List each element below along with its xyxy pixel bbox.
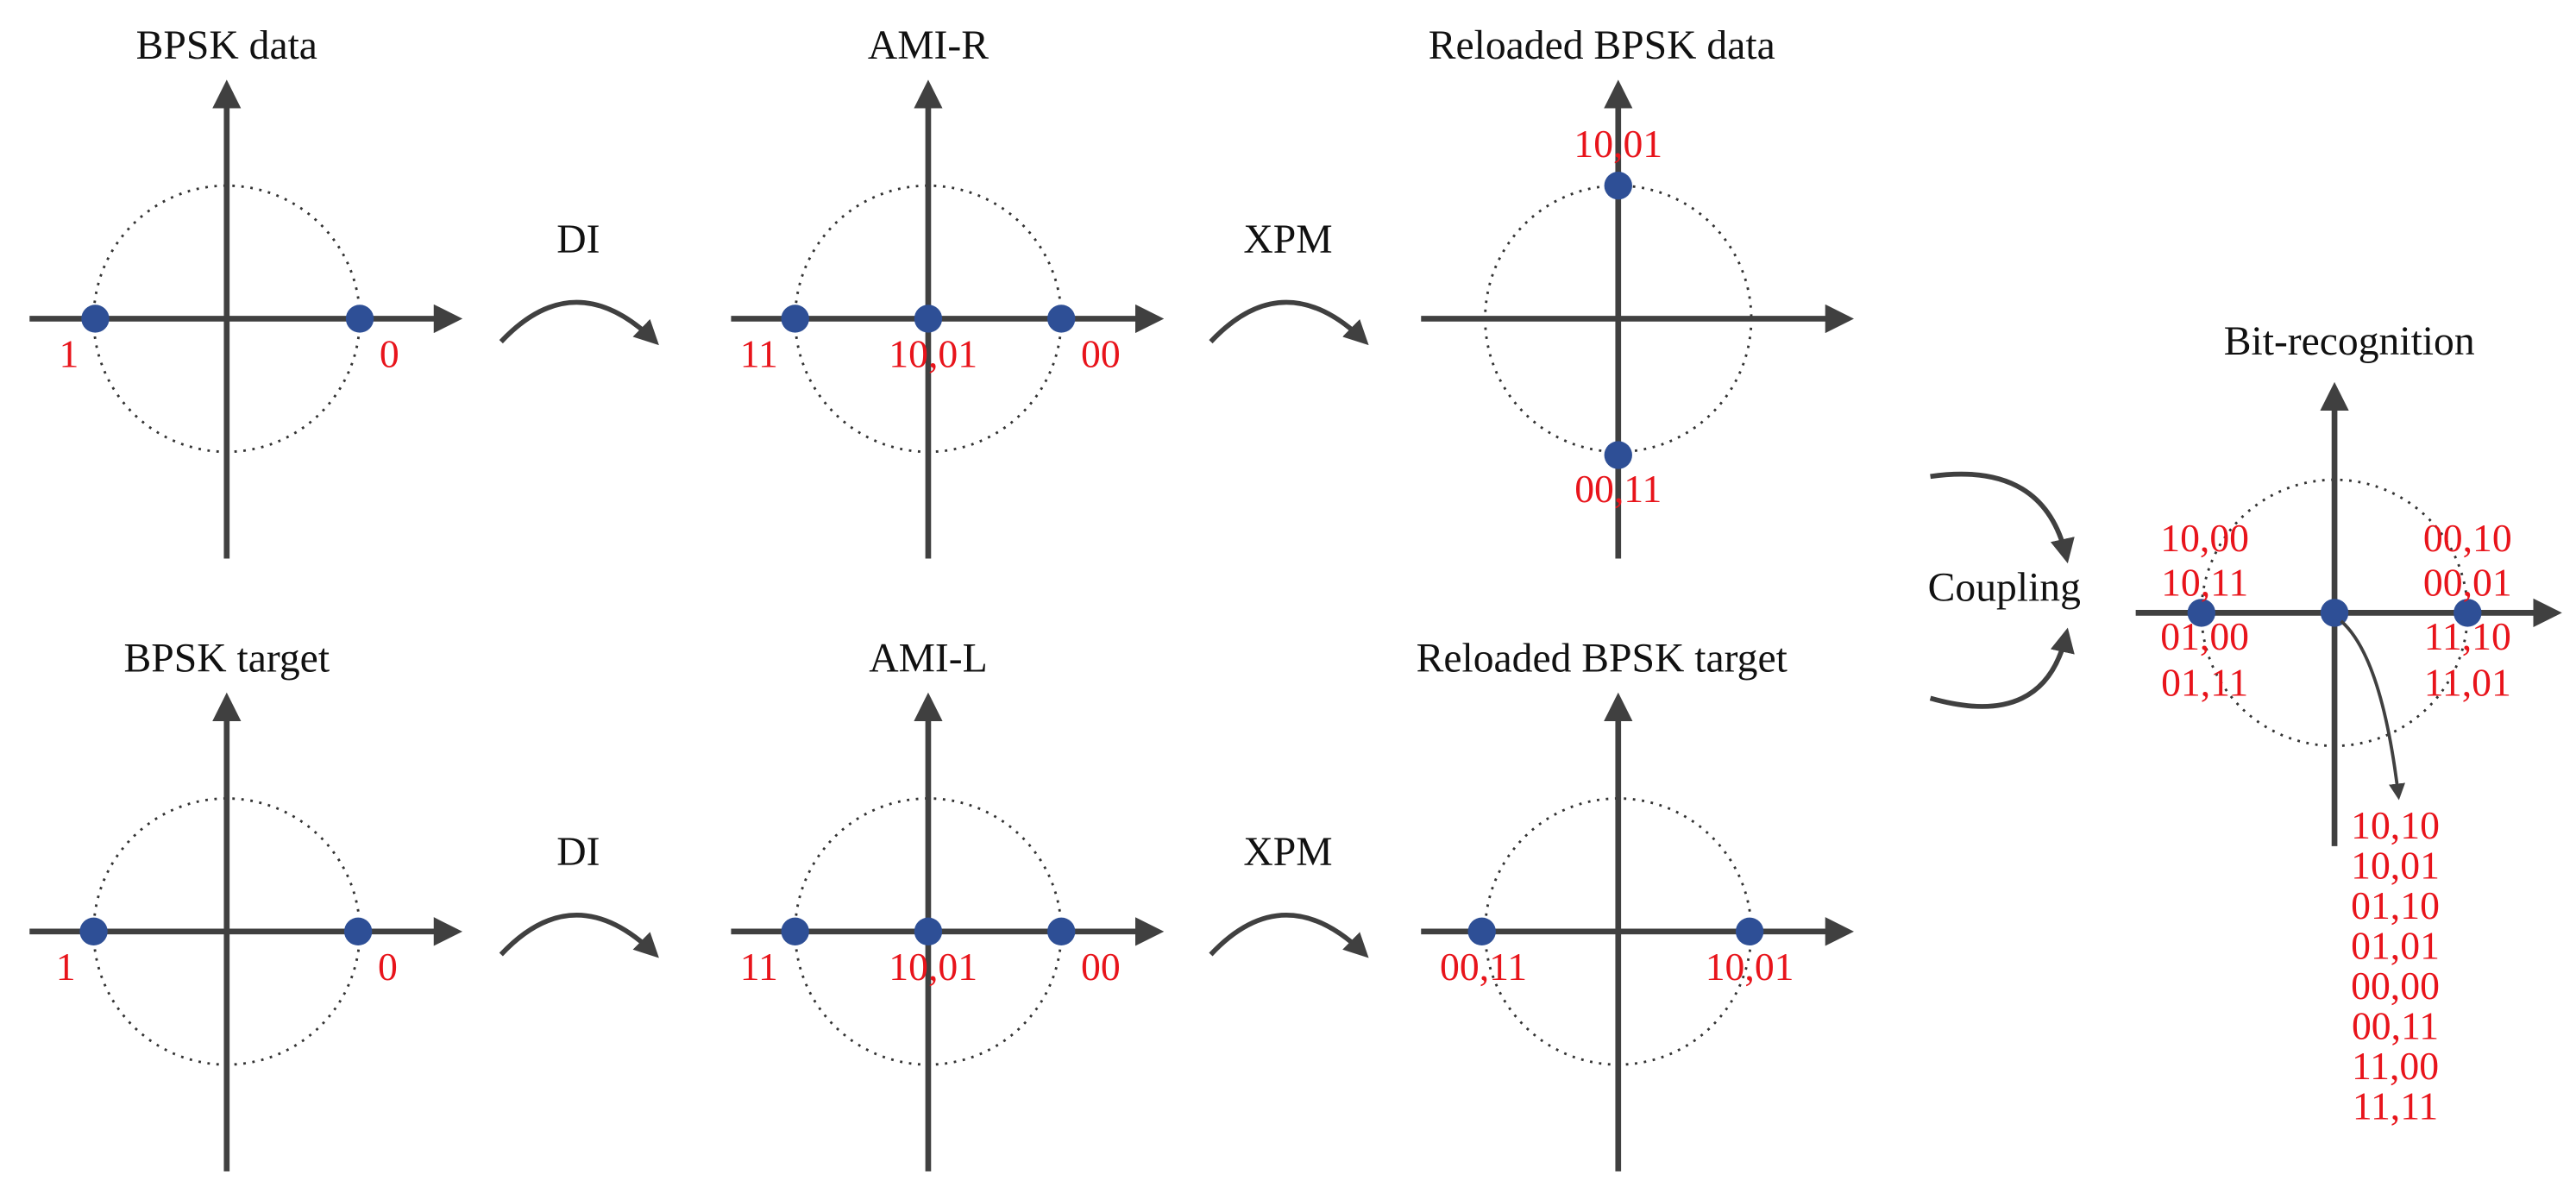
constellation-point [1047,305,1076,333]
curved-arrow [1209,912,1369,958]
curved-arrow [1209,299,1369,346]
point-label: 0 [378,945,398,989]
pointer-arrow [2340,619,2406,801]
constellation-point [914,305,943,333]
panel-title: AMI-L [869,636,988,681]
constellation-point [914,917,943,946]
constellation-point [1047,917,1076,946]
point-label: 01,00 [2160,614,2249,658]
point-label: 00,01 [2423,560,2512,604]
point-label: 01,01 [2351,924,2440,968]
point-label: 11 [740,945,778,989]
point-label: 0 [380,332,399,376]
point-label: 11,11 [2353,1084,2438,1128]
constellation-point [343,917,373,946]
coupling-label: Coupling [1928,566,2081,611]
point-label: 1 [60,332,79,376]
point-label: 00,11 [2352,1004,2439,1048]
constellation-point [2320,599,2349,627]
arrow-label: DI [556,217,600,262]
point-label: 10,10 [2351,803,2440,847]
constellation-point [345,305,374,333]
constellation-point [2187,599,2215,627]
constellation-point [781,305,809,333]
point-label: 10,11 [2161,560,2248,604]
point-label: 10,01 [2351,844,2440,888]
panel-title: Reloaded BPSK target [1417,636,1787,681]
point-label: 00,11 [1574,467,1662,511]
point-label: 00,10 [2423,516,2512,560]
panel-title: BPSK data [136,23,317,68]
point-label: 11,00 [2352,1044,2439,1088]
panel-title: Bit-recognition [2224,319,2475,364]
arrow-label: XPM [1243,830,1332,875]
point-label: 11 [740,332,778,376]
constellation-point [81,305,110,333]
constellation-point [1604,441,1632,469]
constellation-point [1467,917,1496,946]
point-label: 1 [56,945,76,989]
curved-arrow [499,299,659,346]
arrow-label: DI [556,830,600,875]
point-label: 01,10 [2351,883,2440,927]
point-label: 11,10 [2424,614,2511,658]
point-label: 10,01 [889,945,977,989]
point-label: 00,00 [2351,964,2440,1008]
point-label: 00 [1081,945,1121,989]
point-label: 11,01 [2424,661,2511,705]
point-label: 00 [1081,332,1121,376]
point-label: 10,01 [1574,122,1662,166]
panel-title: Reloaded BPSK data [1429,23,1775,68]
curved-arrow [499,912,659,958]
constellation-point [1604,172,1632,200]
point-label: 10,00 [2160,516,2249,560]
constellation-point [79,917,108,946]
coupling-arrow [1930,471,2075,564]
point-label: 00,11 [1440,945,1527,989]
arrow-label: XPM [1243,217,1332,262]
point-label: 01,11 [2161,661,2248,705]
constellation-point [1735,917,1764,946]
constellation-point [781,917,809,946]
constellation-point [2453,599,2482,627]
coupling-arrow [1929,627,2075,709]
panel-title: AMI-R [868,23,989,68]
point-label: 10,01 [1706,945,1794,989]
point-label: 10,01 [889,332,977,376]
panel-title: BPSK target [124,636,330,681]
